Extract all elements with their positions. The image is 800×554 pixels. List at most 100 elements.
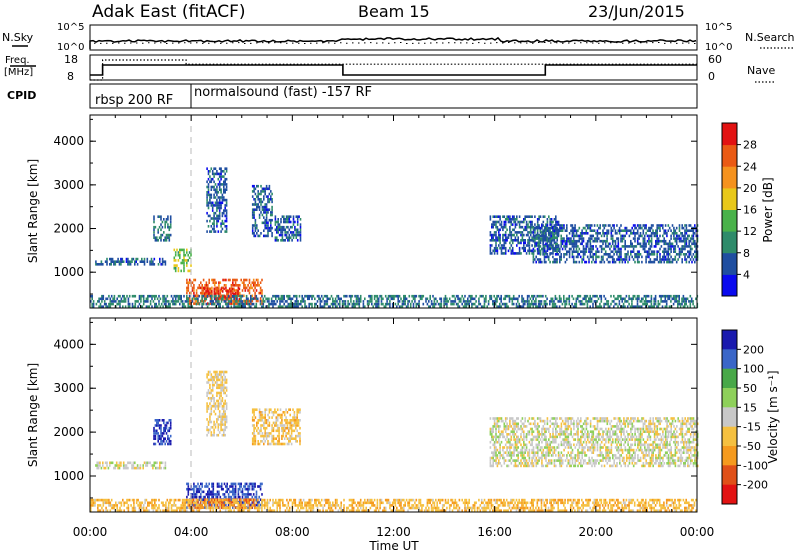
power-cell bbox=[207, 188, 210, 191]
power-cell bbox=[663, 260, 665, 264]
velocity-cell bbox=[267, 442, 269, 446]
velocity-cell bbox=[272, 413, 275, 417]
power-cell bbox=[256, 195, 258, 198]
velocity-cell bbox=[500, 454, 503, 457]
velocity-cell bbox=[234, 490, 237, 494]
power-cell bbox=[214, 204, 217, 207]
power-cell bbox=[190, 299, 192, 303]
power-cell bbox=[679, 302, 682, 306]
power-cell bbox=[433, 302, 436, 306]
power-cell bbox=[191, 300, 194, 303]
power-cell bbox=[592, 305, 594, 308]
power-cell bbox=[227, 294, 230, 298]
power-cell bbox=[588, 239, 590, 243]
velocity-cell bbox=[261, 440, 264, 443]
velocity-cell bbox=[251, 419, 254, 422]
velocity-cell bbox=[212, 487, 215, 491]
power-cell bbox=[259, 289, 262, 292]
power-cell bbox=[232, 302, 234, 305]
power-cell bbox=[525, 220, 528, 224]
power-cell bbox=[603, 247, 606, 251]
power-cell bbox=[543, 302, 546, 306]
power-cell bbox=[544, 302, 547, 306]
power-cell bbox=[209, 230, 211, 233]
power-cell bbox=[421, 294, 423, 298]
power-cell bbox=[570, 224, 572, 227]
velocity-cell bbox=[187, 482, 190, 486]
power-cell bbox=[254, 203, 257, 206]
power-cell bbox=[537, 294, 540, 298]
power-cell bbox=[561, 242, 564, 246]
power-cell bbox=[590, 300, 593, 303]
power-cell bbox=[503, 241, 506, 245]
power-cell bbox=[198, 294, 201, 298]
power-cell bbox=[554, 226, 557, 230]
power-cell bbox=[688, 255, 690, 259]
power-cell bbox=[617, 258, 620, 261]
power-cell bbox=[631, 245, 633, 248]
velocity-cell bbox=[209, 501, 212, 504]
power-cell bbox=[673, 237, 675, 240]
power-cell bbox=[336, 305, 338, 308]
power-cell bbox=[596, 229, 599, 232]
power-cell bbox=[279, 300, 281, 303]
velocity-cell bbox=[198, 498, 201, 501]
power-cell bbox=[491, 239, 493, 242]
power-cell bbox=[176, 294, 178, 298]
velocity-cell bbox=[237, 493, 240, 496]
power-cell bbox=[131, 260, 133, 263]
power-cell bbox=[561, 229, 564, 232]
velocity-cell bbox=[213, 501, 216, 504]
power-cell bbox=[684, 305, 686, 308]
power-cell bbox=[528, 236, 531, 239]
power-cell bbox=[220, 183, 222, 186]
power-cell bbox=[209, 193, 211, 197]
power-cell bbox=[673, 234, 675, 238]
power-cell bbox=[145, 300, 148, 303]
velocity-cell bbox=[263, 437, 265, 440]
power-cell bbox=[186, 297, 188, 301]
power-cell bbox=[491, 244, 493, 247]
power-cell bbox=[589, 297, 591, 301]
power-cell bbox=[688, 250, 690, 253]
power-cell bbox=[234, 294, 237, 298]
power-cell bbox=[222, 286, 224, 290]
power-cell bbox=[528, 252, 531, 255]
power-cell bbox=[207, 172, 210, 176]
velocity-cell bbox=[289, 437, 291, 440]
power-cell bbox=[197, 286, 199, 290]
velocity-cell bbox=[217, 418, 220, 421]
power-cell bbox=[220, 170, 222, 173]
power-cell bbox=[239, 291, 241, 295]
power-cell bbox=[685, 226, 688, 230]
velocity-cell bbox=[492, 417, 494, 420]
power-cell bbox=[512, 297, 515, 301]
power-cell bbox=[265, 305, 267, 308]
power-cell bbox=[666, 242, 668, 246]
power-cell bbox=[207, 214, 210, 218]
velocity-cell bbox=[263, 426, 265, 430]
velocity-cell bbox=[223, 415, 225, 418]
power-cell bbox=[636, 250, 639, 253]
power-cell bbox=[606, 239, 608, 243]
power-cell bbox=[404, 302, 406, 306]
power-cell bbox=[253, 198, 255, 201]
power-cell bbox=[227, 305, 230, 308]
power-cell bbox=[649, 300, 651, 303]
power-cell bbox=[581, 258, 583, 261]
power-cell bbox=[534, 245, 536, 248]
power-cell bbox=[218, 188, 221, 191]
power-cell bbox=[624, 239, 626, 243]
power-cell bbox=[550, 223, 553, 226]
velocity-cell bbox=[493, 454, 496, 457]
power-cell bbox=[257, 198, 259, 201]
power-cell bbox=[549, 226, 551, 230]
power-cell bbox=[650, 237, 653, 240]
power-cell bbox=[620, 224, 622, 227]
velocity-cell bbox=[299, 434, 301, 438]
power-cell bbox=[339, 300, 341, 303]
power-cell bbox=[503, 297, 505, 301]
velocity-cell bbox=[239, 495, 241, 499]
power-cell bbox=[564, 302, 566, 306]
power-cell bbox=[311, 302, 313, 306]
